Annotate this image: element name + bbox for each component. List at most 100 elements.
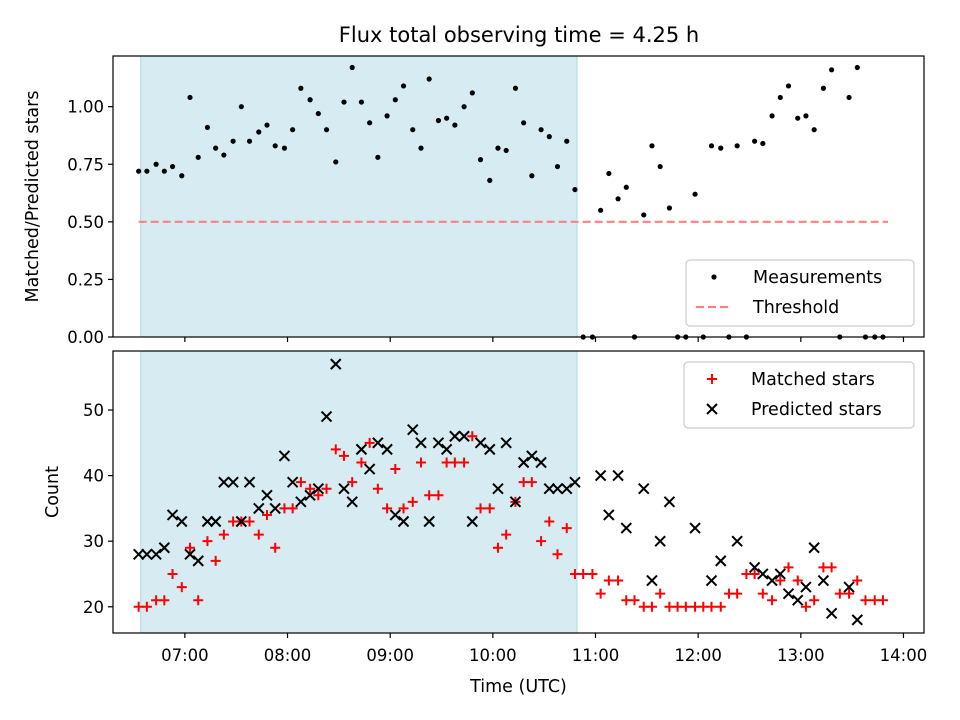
measurement-point: [384, 113, 390, 119]
predicted-point: [243, 476, 256, 488]
measurement-point: [606, 170, 612, 177]
predicted-point: [150, 548, 162, 561]
measurement-point: [811, 127, 817, 133]
measurement-point: [333, 159, 339, 165]
legend-box: [683, 361, 915, 429]
matched-point: [253, 529, 264, 540]
measurement-point: [153, 161, 159, 167]
matched-point: [552, 549, 563, 560]
predicted-point: [774, 568, 786, 580]
matched-point: [167, 568, 178, 579]
matched-point: [852, 575, 863, 586]
predicted-point: [346, 496, 358, 508]
predicted-point: [808, 542, 820, 554]
matched-point: [364, 437, 375, 448]
predicted-point: [312, 483, 325, 495]
predicted-point: [184, 548, 196, 561]
matched-point: [595, 588, 606, 599]
measurement-point: [734, 143, 740, 149]
measurement-point: [136, 168, 142, 174]
matched-point: [757, 588, 768, 599]
predicted-point: [535, 456, 547, 469]
predicted-point: [551, 483, 564, 495]
measurement-point: [187, 94, 193, 101]
predicted-point: [449, 430, 461, 442]
measurement-point: [272, 143, 278, 149]
predicted-point: [141, 548, 153, 561]
matched-point: [305, 483, 316, 494]
measurement-point: [829, 67, 835, 73]
predicted-point: [440, 443, 453, 456]
legend-swatch: [706, 403, 718, 415]
legend: Measurements Threshold: [685, 259, 915, 327]
measurement-point: [785, 83, 792, 89]
predicted-point: [132, 548, 145, 561]
measurement-point: [795, 115, 801, 121]
predicted-point: [569, 476, 581, 488]
y-tick-label: 0.50: [67, 213, 104, 232]
predicted-point: [526, 450, 538, 462]
predicted-point: [269, 502, 281, 515]
predicted-point: [484, 443, 496, 456]
predicted-point: [295, 496, 307, 508]
measurement-point: [444, 115, 450, 121]
y-axis-label: Matched/Predicted stars: [23, 91, 43, 303]
measurement-point: [221, 152, 227, 158]
legend-label: Predicted stars: [751, 400, 882, 420]
measurement-point: [718, 145, 724, 151]
predicted-point: [851, 614, 863, 626]
matched-point: [433, 490, 444, 501]
matched-point: [313, 490, 324, 501]
matched-point: [877, 595, 888, 606]
measurement-point: [367, 120, 373, 126]
predicted-point: [415, 437, 427, 449]
predicted-point: [330, 358, 342, 370]
legend-label: Matched stars: [751, 370, 875, 390]
measurement-point: [554, 163, 561, 170]
matched-point: [809, 595, 820, 606]
top-panel-ratio: 0.00 0.25 0.50 0.75 1.00 Matched/Predicted st…: [23, 55, 925, 347]
matched-point: [184, 542, 195, 553]
measurement-point: [769, 113, 775, 119]
predicted-point: [218, 476, 230, 488]
measurement-point: [854, 64, 860, 71]
matched-point: [501, 529, 512, 540]
matched-point: [347, 477, 358, 488]
predicted-point: [278, 450, 291, 462]
matched-point: [270, 542, 281, 553]
matched-point: [603, 575, 614, 586]
predicted-point: [397, 515, 410, 528]
predicted-point: [320, 410, 333, 423]
predicted-point: [192, 555, 204, 567]
predicted-point: [843, 581, 855, 593]
measurement-point: [179, 173, 185, 179]
chart-title: Flux total observing time = 4.25 h: [339, 23, 699, 47]
matched-point: [202, 536, 213, 547]
predicted-point: [817, 574, 830, 587]
measurement-point: [649, 143, 655, 149]
measurement-point: [307, 97, 313, 103]
predicted-point: [304, 489, 316, 501]
matched-point: [629, 595, 640, 606]
matched-point: [330, 444, 341, 455]
matched-point: [193, 595, 204, 606]
matched-point: [578, 568, 589, 579]
matched-point: [783, 562, 794, 573]
matched-point: [141, 601, 152, 612]
series-measurements: [136, 64, 886, 340]
measurement-point: [512, 85, 519, 91]
predicted-point: [432, 437, 445, 449]
predicted-point: [612, 469, 624, 482]
predicted-point: [766, 574, 778, 587]
measurement-point: [461, 104, 467, 110]
x-tick-label: 13:00: [777, 646, 825, 665]
predicted-point: [731, 535, 743, 547]
predicted-point: [201, 515, 214, 528]
y-tick-label: 0.25: [67, 270, 104, 289]
measurement-point: [230, 138, 236, 144]
x-tick-label: 11:00: [572, 646, 620, 665]
matched-point: [767, 595, 778, 606]
x-tick-label: 07:00: [161, 646, 209, 665]
measurement-point: [349, 64, 355, 71]
